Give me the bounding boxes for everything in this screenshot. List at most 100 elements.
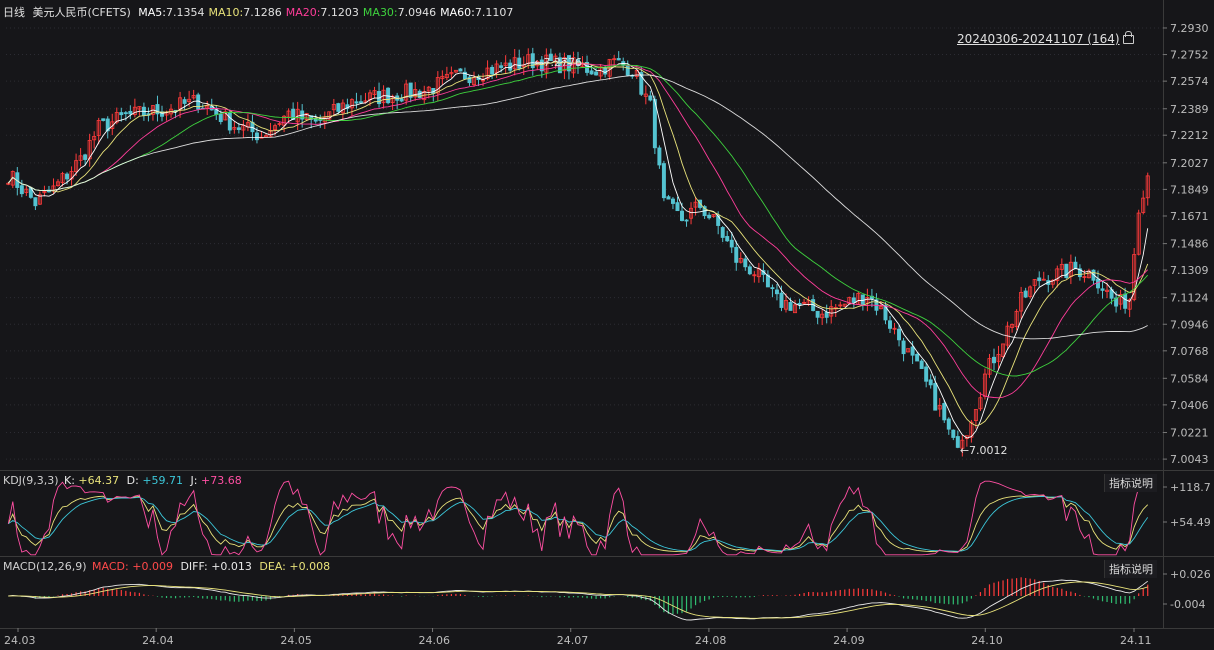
- y-tick-label-13: 7.0584: [1170, 372, 1209, 385]
- candle-body-20: [96, 120, 101, 136]
- candle-body-19: [92, 136, 97, 141]
- y-tick-label-0: 7.2930: [1170, 22, 1209, 35]
- macd-dea-value: +0.008: [289, 560, 331, 573]
- candle-body-140: [639, 72, 644, 95]
- candle-body-145: [661, 163, 666, 199]
- y-tick-label-11: 7.0946: [1170, 318, 1209, 331]
- candle-body-106: [485, 67, 490, 80]
- candle-body-229: [1041, 278, 1046, 281]
- ma-legend-value-4: 7.1107: [474, 6, 514, 19]
- low-annotation: ←7.0012: [960, 444, 1008, 457]
- candle-body-227: [1032, 279, 1037, 286]
- candle-body-159: [725, 236, 730, 242]
- candle-body-7: [37, 194, 42, 205]
- candle-body-71: [327, 111, 332, 120]
- ma-line-3: [7, 64, 1149, 377]
- candle-body-52: [241, 125, 246, 131]
- candle-body-98: [449, 72, 454, 75]
- candle-body-109: [499, 65, 504, 68]
- date-range-text: 20240306-20241107 (164): [957, 32, 1120, 46]
- candle-body-249: [1132, 254, 1137, 300]
- kdj-j-label: J:: [190, 474, 198, 487]
- y-tick-label-16: 7.0043: [1170, 453, 1209, 466]
- candle-body-59: [273, 125, 278, 131]
- candle-body-250: [1136, 212, 1141, 255]
- candle-body-3: [19, 185, 24, 195]
- candle-body-207: [942, 403, 947, 421]
- candle-body-4: [24, 188, 29, 193]
- candle-body-243: [1105, 289, 1110, 292]
- y-tick-label-14: 7.0406: [1170, 399, 1209, 412]
- candle-body-110: [503, 62, 508, 67]
- kdj-j-line: [7, 480, 1148, 556]
- candle-body-137: [625, 65, 630, 76]
- candle-body-165: [752, 274, 757, 277]
- candle-body-234: [1064, 263, 1069, 279]
- macd-tick-label-0: +0.026: [1170, 568, 1211, 581]
- candle-body-240: [1091, 269, 1096, 281]
- candle-body-51: [236, 127, 241, 130]
- candle-body-143: [652, 99, 657, 149]
- candle-body-173: [788, 302, 793, 311]
- candle-body-206: [937, 405, 942, 410]
- date-range-label[interactable]: 20240306-20241107 (164): [957, 31, 1134, 46]
- candle-body-181: [824, 311, 829, 318]
- candle-body-186: [847, 297, 852, 304]
- candle-body-174: [793, 304, 798, 314]
- kdj-j-value: +73.68: [201, 474, 242, 487]
- candle-body-194: [883, 304, 888, 321]
- candle-body-209: [951, 429, 956, 438]
- candle-body-96: [440, 75, 445, 80]
- x-tick-label-8: 24.11: [1120, 634, 1152, 647]
- candle-body-158: [720, 227, 725, 238]
- candle-body-202: [919, 360, 924, 369]
- lock-icon[interactable]: [1122, 31, 1134, 44]
- macd-macd-label: MACD:: [92, 560, 129, 573]
- candle-body-90: [413, 89, 418, 98]
- candle-body-225: [1023, 290, 1028, 298]
- candle-body-201: [915, 354, 920, 362]
- kdj-d-label: D:: [126, 474, 139, 487]
- candle-body-161: [734, 246, 739, 263]
- candle-body-100: [458, 68, 463, 72]
- candle-body-195: [888, 320, 892, 329]
- candle-body-66: [304, 113, 309, 120]
- candle-body-219: [996, 354, 1001, 362]
- candle-body-248: [1127, 299, 1132, 310]
- candle-body-176: [802, 301, 807, 304]
- candle-body-148: [675, 202, 680, 212]
- candle-body-252: [1145, 175, 1150, 199]
- macd-help-button[interactable]: 指标说明: [1104, 560, 1157, 578]
- candle-body-205: [933, 383, 938, 411]
- candle-body-112: [512, 57, 517, 70]
- ma-line-4: [7, 74, 1148, 340]
- x-tick-label-4: 24.07: [557, 634, 589, 647]
- candle-body-107: [490, 66, 495, 75]
- candle-body-11: [56, 181, 60, 187]
- y-tick-label-6: 7.1849: [1170, 183, 1209, 196]
- x-tick-label-0: 24.03: [4, 634, 36, 647]
- ma-line-2: [7, 63, 1149, 399]
- candle-body-6: [33, 197, 38, 207]
- candle-body-16: [78, 155, 83, 161]
- candle-body-141: [643, 93, 648, 97]
- candle-body-203: [924, 366, 929, 382]
- high-annotation: ←7.2776: [534, 56, 582, 69]
- macd-diff-label: DIFF:: [180, 560, 208, 573]
- candle-body-8: [42, 191, 47, 194]
- candle-body-32: [150, 105, 155, 115]
- candle-body-33: [155, 104, 160, 115]
- candle-body-0: [6, 182, 11, 185]
- candle-body-233: [1059, 263, 1064, 270]
- kdj-d-value: +59.71: [142, 474, 184, 487]
- candle-body-81: [372, 90, 377, 95]
- macd-header: MACD(12,26,9) MACD: +0.009 DIFF: +0.013 …: [3, 560, 334, 573]
- candle-body-12: [60, 173, 65, 183]
- candle-body-180: [820, 313, 825, 319]
- kdj-header: KDJ(9,3,3) K: +64.37 D: +59.71 J: +73.68: [3, 474, 246, 487]
- candle-body-193: [878, 306, 883, 310]
- kdj-help-button[interactable]: 指标说明: [1104, 474, 1157, 492]
- candle-body-241: [1096, 278, 1100, 289]
- candle-body-122: [557, 57, 562, 74]
